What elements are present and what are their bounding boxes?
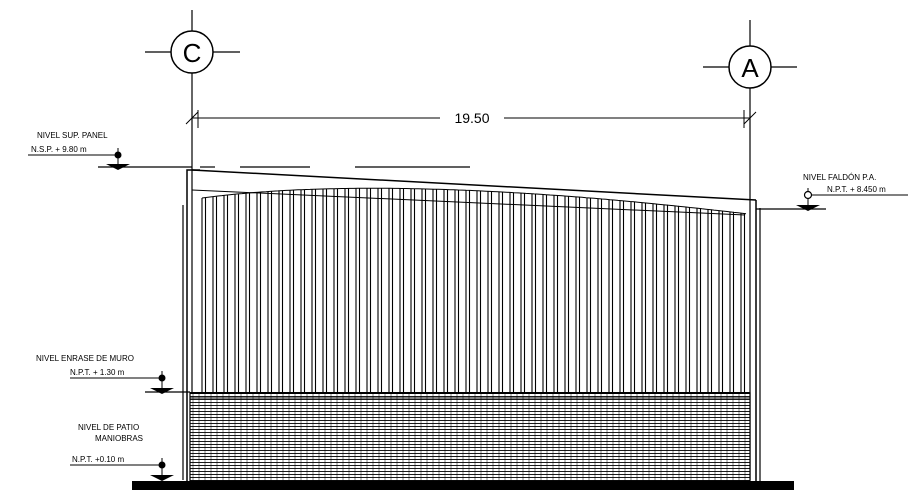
level-fascia-value: N.P.T. + 8.450 m — [827, 185, 886, 194]
level-fascia-name: NIVEL FALDÓN P.A. — [803, 173, 876, 182]
level-marker-fascia: NIVEL FALDÓN P.A. N.P.T. + 8.450 m — [756, 173, 908, 211]
masonry-wall — [189, 392, 751, 482]
dimension-line: 19.50 — [185, 110, 757, 128]
level-wall-top-value: N.P.T. + 1.30 m — [70, 368, 125, 377]
level-top-panel-name: NIVEL SUP. PANEL — [37, 131, 108, 140]
level-yard-value: N.P.T. +0.10 m — [72, 455, 124, 464]
level-marker-top-panel: NIVEL SUP. PANEL N.S.P. + 9.80 m — [28, 131, 192, 170]
level-marker-wall-top: NIVEL ENRASE DE MURO N.P.T. + 1.30 m — [36, 354, 190, 394]
level-marker-yard: NIVEL DE PATIO MANIOBRAS N.P.T. +0.10 m — [70, 423, 174, 481]
ground-line — [132, 481, 794, 490]
level-top-panel-value: N.S.P. + 9.80 m — [31, 145, 87, 154]
axis-a-label: A — [741, 53, 759, 83]
axis-c-label: C — [183, 38, 202, 68]
level-yard-name-line2: MANIOBRAS — [95, 434, 143, 443]
dimension-label: 19.50 — [454, 110, 489, 126]
corrugated-panel — [201, 187, 747, 393]
level-wall-top-name: NIVEL ENRASE DE MURO — [36, 354, 134, 363]
level-yard-name-line1: NIVEL DE PATIO — [78, 423, 139, 432]
